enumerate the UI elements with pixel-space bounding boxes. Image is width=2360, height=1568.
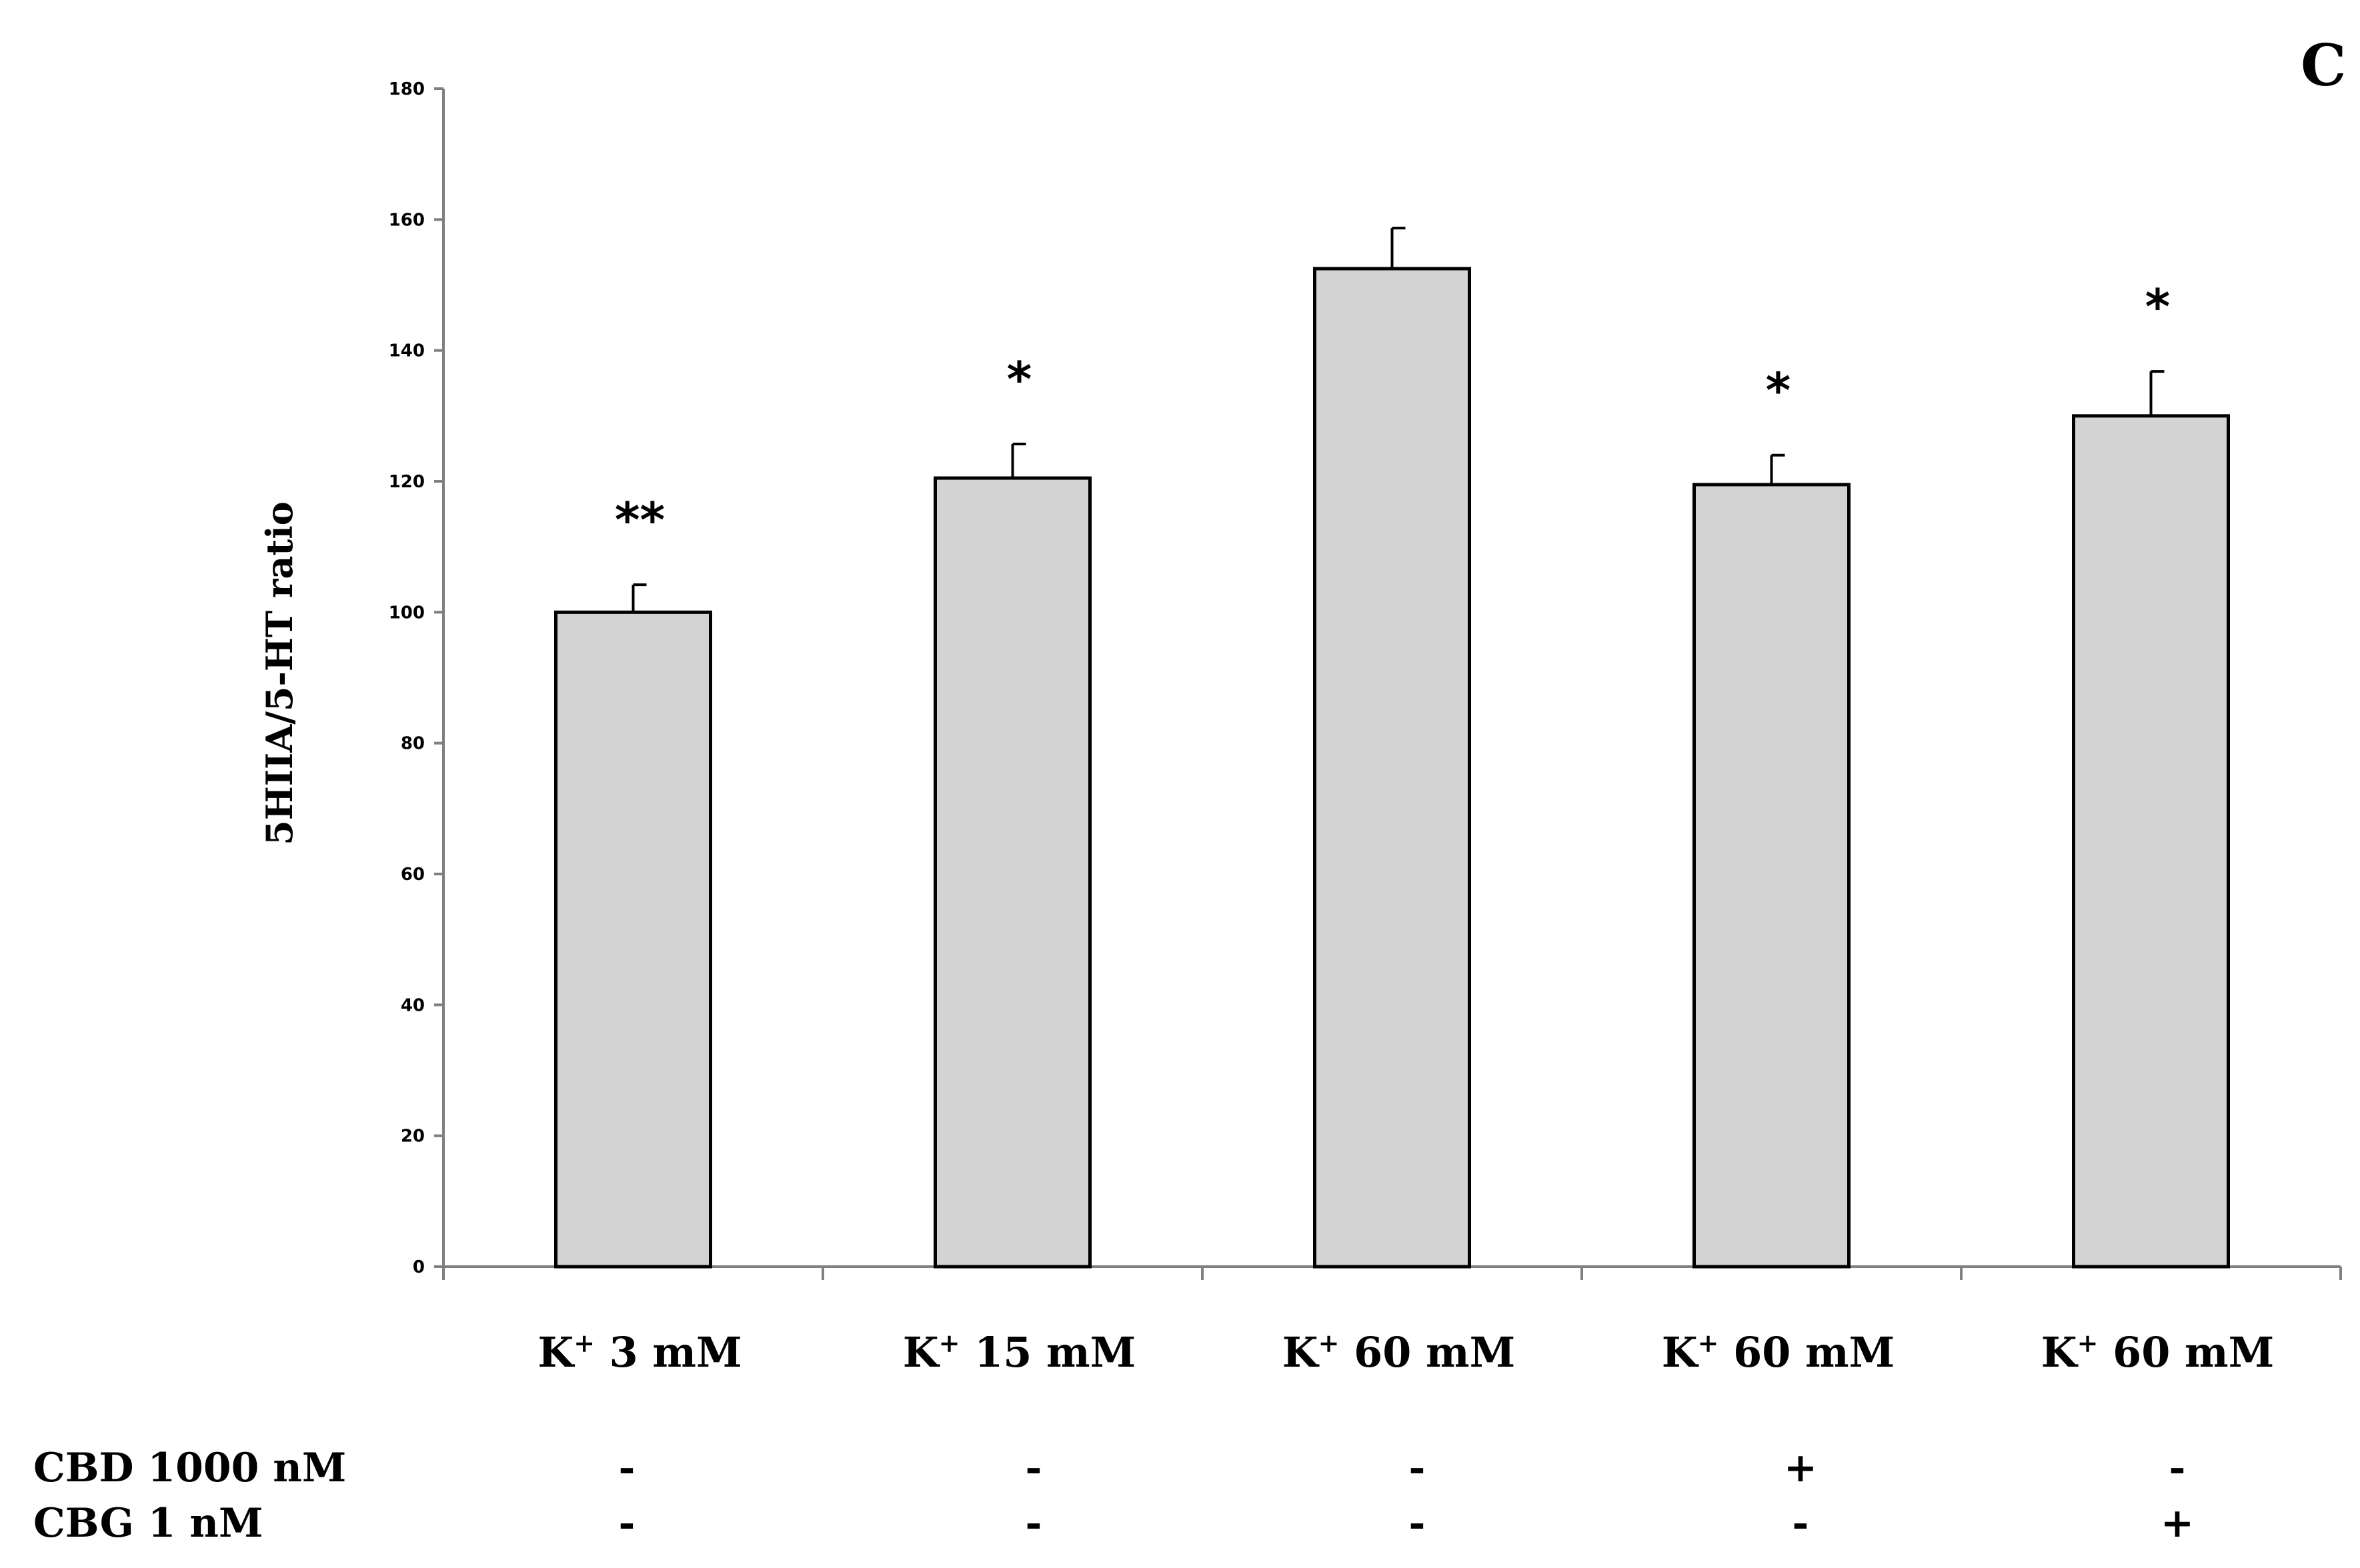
y-tick-label: 100 [389, 603, 425, 623]
significance-mark: ** [615, 492, 665, 548]
x-tick-label: K+ 3 mM [537, 1328, 742, 1377]
y-tick-label: 20 [401, 1127, 425, 1147]
x-tick-label: K+ 60 mM [1662, 1328, 1895, 1377]
bar [2072, 414, 2230, 1269]
significance-mark: * [1007, 351, 1032, 407]
y-tick-label: 180 [389, 79, 425, 99]
treatment-mark: - [1026, 1500, 1042, 1547]
significance-mark: * [2145, 279, 2171, 335]
x-tick-label: K+ 60 mM [2041, 1328, 2274, 1377]
treatment-mark: - [1026, 1445, 1042, 1491]
treatment-mark: - [1409, 1500, 1426, 1547]
treatment-mark: - [619, 1500, 636, 1547]
bars [554, 227, 2230, 1269]
significance-mark: * [1766, 363, 1791, 419]
y-tick-label: 0 [413, 1257, 425, 1277]
treatment-mark: + [2161, 1500, 2194, 1547]
treatment-mark: - [2169, 1445, 2186, 1491]
bar [1313, 267, 1471, 1269]
treatment-row-label: CBD 1000 nM [33, 1445, 346, 1491]
bar [934, 476, 1092, 1269]
bar [1692, 483, 1851, 1269]
treatment-row-label: CBG 1 nM [33, 1500, 263, 1547]
panel-label: C [2301, 32, 2346, 99]
treatment-mark: - [1409, 1445, 1426, 1491]
treatment-mark: + [1784, 1445, 1817, 1491]
x-tick-label: K+ 15 mM [903, 1328, 1136, 1377]
y-tick-label: 140 [389, 341, 425, 361]
y-tick-label: 80 [401, 734, 425, 754]
y-tick-label: 120 [389, 472, 425, 492]
bar [554, 610, 712, 1269]
y-tick-label: 60 [401, 865, 425, 885]
y-tick-label: 160 [389, 210, 425, 230]
treatment-mark: - [619, 1445, 636, 1491]
y-tick-label: 40 [401, 995, 425, 1015]
treatment-mark: - [1793, 1500, 1809, 1547]
y-axis-label: 5HIIA/5-HT ratio [258, 501, 301, 845]
x-tick-label: K+ 60 mM [1282, 1328, 1515, 1377]
